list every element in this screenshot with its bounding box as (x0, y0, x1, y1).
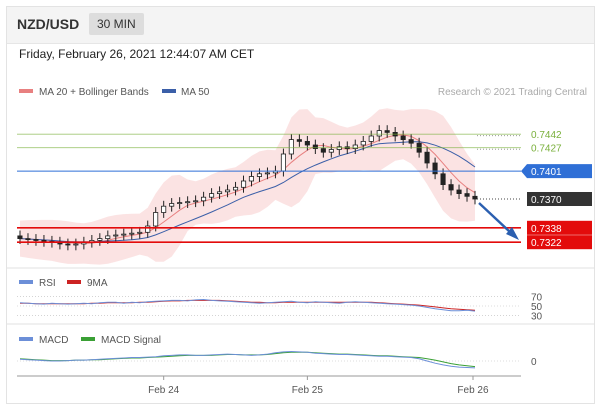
candle-body (33, 239, 39, 241)
candle-body (129, 232, 135, 235)
candle-body (400, 135, 406, 140)
chart-widget: NZD/USD 30 MIN Friday, February 26, 2021… (6, 6, 595, 404)
candle-body (304, 140, 310, 146)
candle-body (208, 193, 215, 198)
candle-body (240, 180, 247, 188)
candle-body (232, 186, 239, 191)
interval-badge[interactable]: 30 MIN (89, 13, 144, 35)
legend-rsi-ma-label: 9MA (87, 278, 108, 289)
candle-body (368, 135, 374, 142)
candle-body (161, 205, 167, 213)
macd-line (19, 350, 476, 369)
candle-body (408, 139, 414, 144)
candle-body (264, 172, 270, 175)
legend-rsi-label: RSI (39, 278, 56, 289)
macd-tick-label: 0 (531, 357, 537, 368)
candle-body (121, 233, 127, 236)
candle-body (41, 239, 47, 242)
candle-body (440, 173, 446, 186)
current-price-label: 0.7370 (531, 195, 562, 206)
candle-body (65, 243, 71, 246)
candle-body (73, 243, 79, 246)
time-axis-label: Feb 26 (457, 385, 489, 396)
chart-header: NZD/USD 30 MIN (7, 7, 594, 44)
time-axis-label: Feb 25 (292, 385, 324, 396)
candle-body (376, 130, 382, 137)
candle-body (224, 189, 231, 193)
candle-body (360, 140, 366, 146)
time-axis: Feb 24 Feb 25 Feb 26 (148, 376, 489, 396)
candle-body (384, 130, 390, 133)
candle-body (424, 151, 430, 164)
time-axis-label: Feb 24 (148, 385, 180, 396)
candle-body (312, 144, 318, 149)
support-label: 0.7338 (531, 224, 562, 235)
candle-body (296, 139, 302, 142)
legend-rsi-swatch (19, 280, 33, 284)
candle-body (169, 203, 175, 207)
candle-body (320, 148, 326, 153)
candle-body (448, 184, 454, 191)
candle-body (17, 235, 23, 239)
candle-body (464, 193, 470, 197)
legend-rsi-ma-swatch (67, 280, 81, 284)
support-label: 0.7322 (531, 238, 562, 249)
bollinger-band-area (20, 108, 475, 265)
forecast-arrow-head (506, 227, 519, 240)
candle-body (137, 231, 143, 234)
currency-pair-title: NZD/USD (17, 16, 80, 32)
candle-body (105, 235, 111, 239)
legend-ma50-swatch (162, 89, 176, 93)
pivot-label: 0.7401 (531, 167, 562, 178)
candle-body (328, 149, 334, 153)
legend-macd-swatch (19, 337, 33, 341)
resistance-label: 0.7427 (531, 144, 562, 155)
chart-datetime: Friday, February 26, 2021 12:44:07 AM CE… (19, 47, 255, 61)
current-price-tag (527, 192, 592, 206)
support-tag (527, 220, 592, 235)
legend-ma50-label: MA 50 (181, 87, 210, 98)
candle-body (336, 146, 342, 150)
candle-body (185, 201, 191, 204)
candle-body (216, 191, 223, 195)
candle-body (288, 139, 294, 155)
candle-body (280, 153, 286, 172)
candle-body (248, 176, 255, 182)
legend-ma20-swatch (19, 89, 33, 93)
legend-ma20-label: MA 20 + Bollinger Bands (39, 87, 149, 98)
resistance-label: 0.7442 (531, 130, 562, 141)
candle-body (145, 225, 151, 233)
candle-body (256, 173, 262, 177)
pivot-tag (521, 164, 592, 179)
macd-plot: 0 (17, 350, 537, 369)
forecast-arrow-shaft (478, 202, 511, 233)
price-plot (17, 108, 478, 265)
legend-macd-label: MACD (39, 335, 68, 346)
candle-body (352, 144, 358, 149)
candle-body (113, 234, 119, 237)
research-credit: Research © 2021 Trading Central (438, 87, 587, 98)
rsi-line (19, 298, 476, 312)
legend-macd-signal-label: MACD Signal (101, 335, 161, 346)
candle-body (153, 212, 159, 227)
candle-body (25, 238, 31, 241)
rsi-tick-label: 70 (531, 293, 543, 304)
legend-macd-signal-swatch (81, 337, 95, 341)
candle-body (97, 238, 103, 241)
candle-body (193, 200, 199, 203)
candle-body (177, 202, 183, 205)
candle-body (432, 162, 438, 175)
candle-body (472, 195, 478, 200)
rsi-tick-label: 50 (531, 302, 543, 313)
support-tag (527, 235, 592, 250)
candle-body (456, 189, 462, 194)
price-levels: 0.7442 0.7427 0.7401 0.7370 0.7338 0.7322 (17, 130, 592, 250)
rsi-tick-label: 30 (531, 311, 543, 322)
candle-body (200, 196, 207, 202)
